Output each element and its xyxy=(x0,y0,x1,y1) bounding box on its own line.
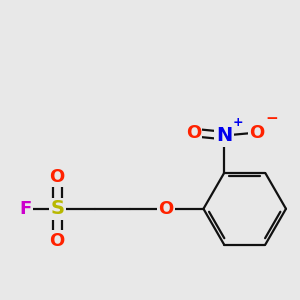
Text: S: S xyxy=(50,199,64,218)
Text: +: + xyxy=(232,116,243,129)
Text: O: O xyxy=(50,168,65,186)
Text: F: F xyxy=(19,200,32,218)
Text: N: N xyxy=(216,126,232,145)
Text: O: O xyxy=(186,124,201,142)
Text: O: O xyxy=(250,124,265,142)
Text: −: − xyxy=(265,111,278,126)
Text: O: O xyxy=(158,200,174,218)
Text: O: O xyxy=(50,232,65,250)
